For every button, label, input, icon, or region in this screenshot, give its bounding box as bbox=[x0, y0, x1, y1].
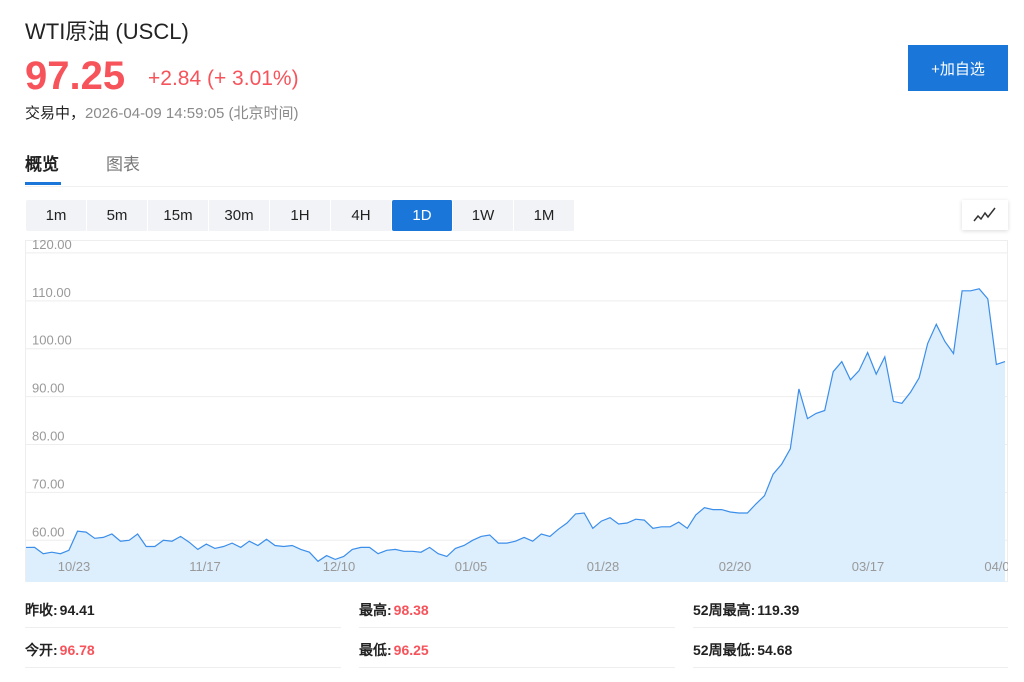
period-15m[interactable]: 15m bbox=[148, 200, 209, 231]
x-tick-label: 11/17 bbox=[189, 559, 221, 574]
active-tab-indicator bbox=[25, 182, 61, 185]
divider bbox=[25, 627, 341, 628]
y-tick-label: 90.00 bbox=[32, 381, 65, 396]
stat-prev-close: 昨收: 94.41 bbox=[25, 602, 95, 618]
status-text: 交易中， bbox=[25, 105, 86, 122]
x-tick-label: 02/20 bbox=[719, 559, 752, 574]
stat-52w-high: 52周最高: 119.39 bbox=[693, 602, 800, 618]
period-selector: 1m 5m 15m 30m 1H 4H 1D 1W 1M bbox=[26, 200, 575, 231]
y-tick-label: 110.00 bbox=[32, 285, 71, 300]
tab-overview[interactable]: 概览 bbox=[25, 155, 59, 174]
divider bbox=[25, 667, 341, 668]
x-tick-label: 03/17 bbox=[852, 559, 885, 574]
y-tick-label: 80.00 bbox=[32, 428, 65, 443]
period-30m[interactable]: 30m bbox=[209, 200, 270, 231]
divider bbox=[359, 627, 675, 628]
y-tick-label: 100.00 bbox=[32, 333, 72, 348]
period-1h[interactable]: 1H bbox=[270, 200, 331, 231]
price-line bbox=[25, 288, 1006, 563]
line-chart-icon bbox=[973, 207, 996, 222]
x-tick-label: 01/28 bbox=[587, 559, 620, 574]
x-tick-label: 01/05 bbox=[455, 559, 488, 574]
period-1d[interactable]: 1D bbox=[392, 200, 453, 231]
y-tick-label: 60.00 bbox=[32, 524, 65, 539]
timestamp: 2026-04-09 14:59:05 (北京时间) bbox=[85, 105, 299, 122]
period-4h[interactable]: 4H bbox=[331, 200, 392, 231]
period-1w[interactable]: 1W bbox=[453, 200, 514, 231]
x-tick-label: 12/10 bbox=[323, 559, 356, 574]
x-tick-label: 04/0 bbox=[984, 559, 1008, 574]
instrument-title: WTI原油 (USCL) bbox=[25, 19, 189, 44]
price-change: +2.84 (+ 3.01%) bbox=[148, 67, 299, 90]
price-area bbox=[26, 288, 1005, 582]
tab-chart[interactable]: 图表 bbox=[106, 155, 140, 174]
stat-low: 最低: 96.25 bbox=[359, 642, 429, 658]
tab-divider bbox=[25, 186, 1008, 187]
x-tick-label: 10/23 bbox=[58, 559, 91, 574]
price-chart[interactable]: 60.00 70.00 80.00 90.00 100.00 110.00 120.00 10… bbox=[25, 240, 1008, 582]
trading-status: 交易中，2026-04-09 14:59:05 (北京时间) bbox=[25, 102, 298, 123]
divider bbox=[693, 627, 1008, 628]
last-price: 97.25 bbox=[25, 54, 126, 98]
y-tick-label: 70.00 bbox=[32, 476, 65, 491]
period-5m[interactable]: 5m bbox=[87, 200, 148, 231]
period-1m[interactable]: 1m bbox=[26, 200, 87, 231]
divider bbox=[693, 667, 1008, 668]
stat-high: 最高: 98.38 bbox=[359, 602, 429, 618]
divider bbox=[359, 667, 675, 668]
stat-open: 今开: 96.78 bbox=[25, 642, 95, 658]
chart-type-button[interactable] bbox=[962, 200, 1008, 230]
stat-52w-low: 52周最低: 54.68 bbox=[693, 642, 793, 658]
add-to-watchlist-button[interactable]: +加自选 bbox=[908, 45, 1008, 91]
y-tick-label: 120.00 bbox=[32, 240, 72, 252]
period-1mo[interactable]: 1M bbox=[514, 200, 575, 231]
